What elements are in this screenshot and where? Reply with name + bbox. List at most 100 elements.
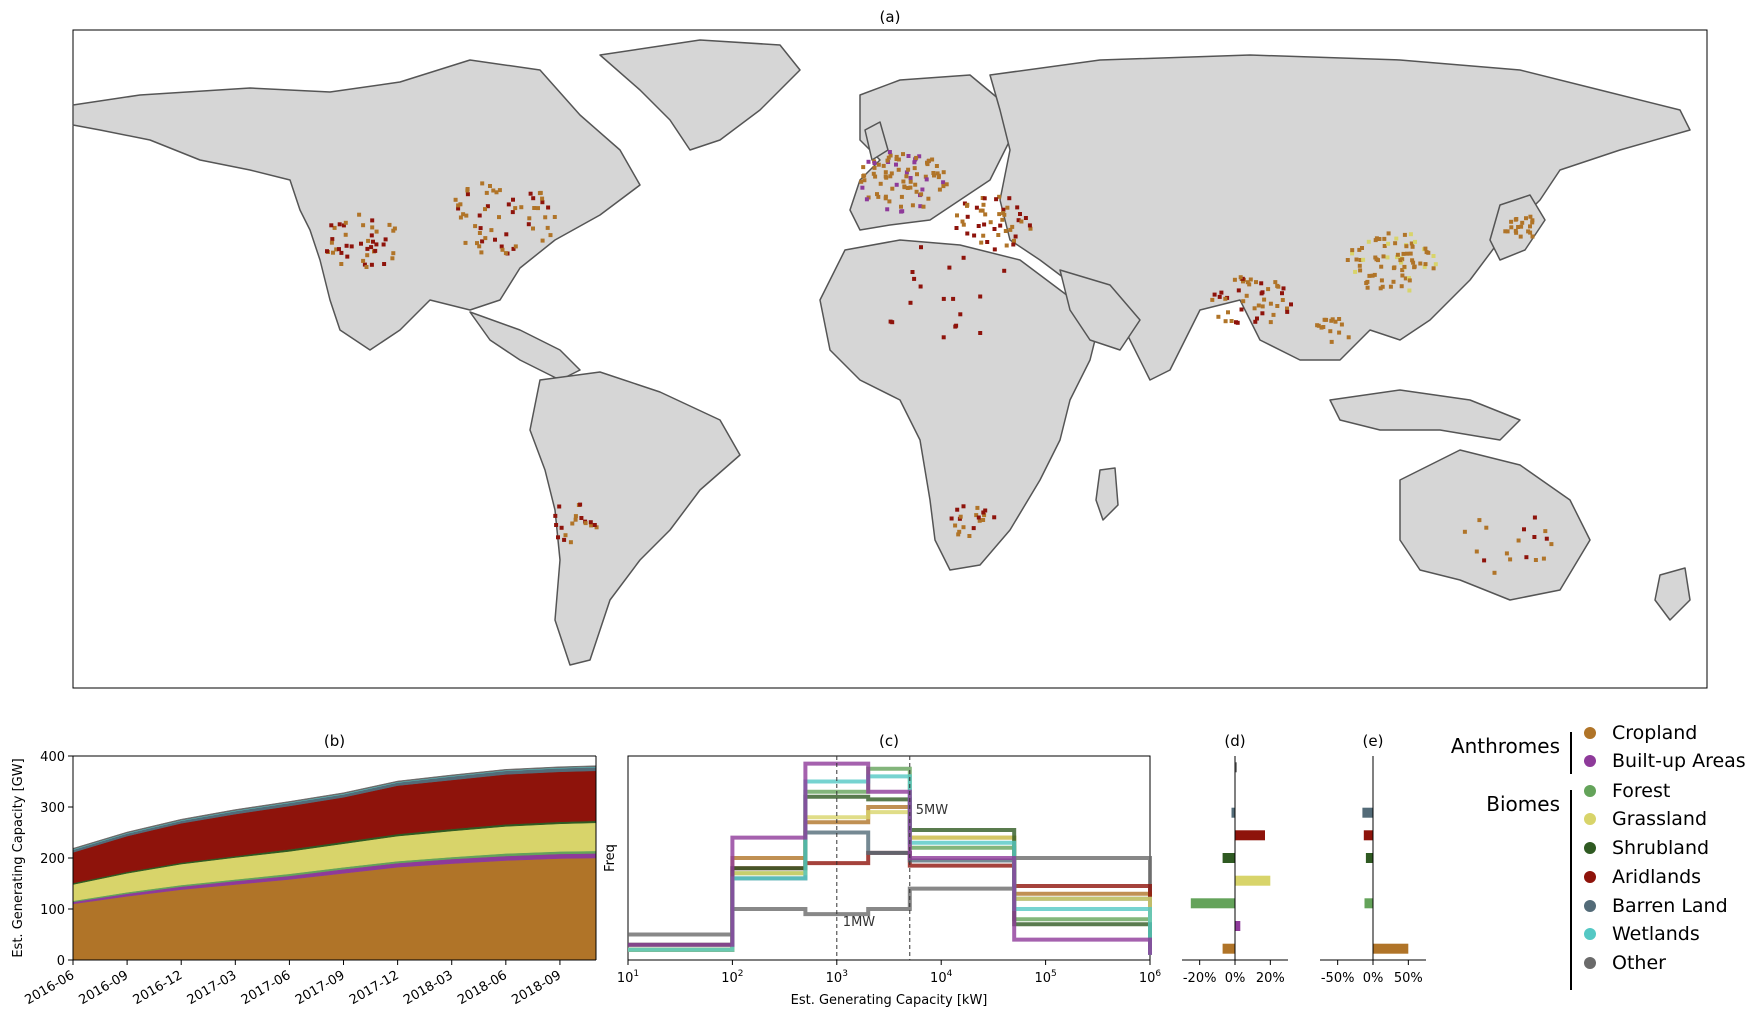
x-tick-label: 103 xyxy=(826,969,848,986)
map-cell xyxy=(908,176,913,180)
map-cell xyxy=(1260,304,1265,309)
map-cell xyxy=(361,223,366,228)
map-cell xyxy=(343,220,348,225)
map-cell xyxy=(374,242,379,247)
map-cell xyxy=(862,178,867,183)
map-cell xyxy=(931,171,936,175)
map-cell xyxy=(912,166,917,171)
map-cell xyxy=(961,222,966,227)
map-cell xyxy=(1408,232,1413,237)
map-cell xyxy=(1247,282,1252,287)
map-cell xyxy=(1241,299,1246,304)
map-cell xyxy=(944,182,949,187)
map-cell xyxy=(1520,220,1525,225)
map-cell xyxy=(962,201,967,206)
map-cell xyxy=(1010,224,1015,229)
map-cell xyxy=(920,187,925,192)
x-tick-label: 2018-03 xyxy=(401,968,456,1008)
map-cell xyxy=(1503,229,1508,234)
landmass-new-zealand xyxy=(1654,567,1691,621)
map-cell xyxy=(1008,227,1013,232)
map-cell xyxy=(954,226,959,230)
map-cell xyxy=(592,523,597,527)
map-cell xyxy=(458,215,463,220)
map-cell xyxy=(1549,542,1554,547)
map-cell xyxy=(881,163,886,168)
map-cell xyxy=(489,228,494,233)
legend-label: Aridlands xyxy=(1612,866,1702,888)
map-cell xyxy=(465,188,470,193)
landmass-central-america xyxy=(469,311,581,381)
map-cell xyxy=(1016,218,1021,223)
map-cell xyxy=(883,174,888,179)
map-cell xyxy=(453,197,458,202)
map-cell xyxy=(1353,269,1358,274)
y-tick-label: 300 xyxy=(40,801,65,816)
map-cell xyxy=(391,251,396,256)
map-cell xyxy=(965,231,970,236)
map-cell xyxy=(1365,285,1370,290)
map-cell xyxy=(548,233,553,238)
map-cell xyxy=(554,523,559,527)
map-cell xyxy=(974,205,979,210)
landmass-asia xyxy=(989,54,1691,381)
map-cell xyxy=(917,154,922,159)
map-cell xyxy=(908,300,913,305)
map-cell xyxy=(1377,237,1382,241)
x-tick-label: 2017-06 xyxy=(239,968,294,1008)
map-cell xyxy=(330,237,335,242)
map-cell xyxy=(1337,317,1342,321)
map-cell xyxy=(899,204,903,209)
map-cell xyxy=(926,196,931,201)
map-cell xyxy=(540,200,545,205)
map-cell xyxy=(1255,316,1259,321)
map-cell xyxy=(1462,529,1467,534)
map-cell xyxy=(337,222,342,227)
map-cell xyxy=(545,225,550,230)
map-cell xyxy=(887,199,892,204)
map-cell xyxy=(465,192,470,197)
map-cell xyxy=(1410,244,1415,249)
map-cell xyxy=(885,158,890,163)
map-cell xyxy=(1240,276,1245,281)
map-cell xyxy=(902,184,907,189)
map-cell xyxy=(899,209,904,214)
map-cell xyxy=(1380,284,1385,289)
landmass-south-america xyxy=(529,371,741,666)
map-cell xyxy=(972,233,977,238)
map-cell xyxy=(1357,263,1362,268)
map-cell xyxy=(1367,273,1372,278)
map-cell xyxy=(458,202,463,207)
map-cell xyxy=(1408,251,1413,256)
map-cell xyxy=(861,174,866,178)
map-cell xyxy=(941,296,946,301)
map-cell xyxy=(1350,248,1355,253)
map-cell xyxy=(941,170,946,175)
map-cell xyxy=(556,535,560,540)
map-cell xyxy=(1528,230,1533,235)
map-cell xyxy=(589,523,594,528)
map-cell xyxy=(859,179,864,184)
map-cell xyxy=(1012,238,1016,243)
map-cell xyxy=(888,153,893,158)
map-cell xyxy=(965,203,969,208)
map-cell xyxy=(359,241,363,246)
map-cell xyxy=(494,190,499,195)
map-cell xyxy=(977,518,982,523)
map-cell xyxy=(1004,243,1009,248)
map-cell xyxy=(463,240,468,245)
map-cell xyxy=(1514,217,1519,221)
map-cell xyxy=(872,161,877,165)
panel-c-title: (c) xyxy=(879,732,899,750)
map-cell xyxy=(904,170,909,175)
bar-built-up-areas xyxy=(1235,921,1241,931)
map-cell xyxy=(390,256,395,261)
map-cell xyxy=(1216,314,1221,319)
map-cell xyxy=(965,214,970,219)
map-cell xyxy=(1482,558,1487,563)
map-cell xyxy=(1002,268,1007,273)
map-cell xyxy=(941,180,946,185)
y-tick-label: 400 xyxy=(40,750,65,765)
map-land xyxy=(72,39,1691,666)
landmass-greenland xyxy=(599,39,801,151)
